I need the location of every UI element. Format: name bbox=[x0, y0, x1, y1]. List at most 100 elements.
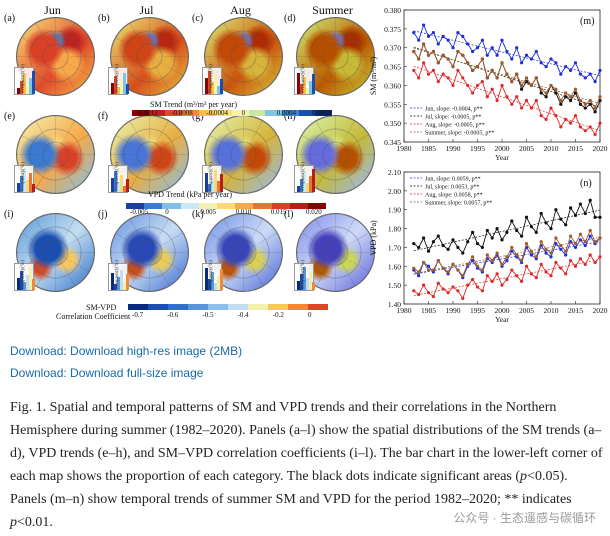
data-point bbox=[544, 117, 548, 121]
y-axis-label: VPD (kPa) bbox=[369, 220, 378, 256]
data-point bbox=[569, 95, 573, 99]
data-point bbox=[583, 243, 587, 248]
data-point bbox=[417, 245, 421, 250]
data-point bbox=[431, 68, 435, 72]
data-point bbox=[426, 249, 431, 253]
legend-color-swatch bbox=[165, 110, 183, 116]
data-point bbox=[544, 270, 548, 274]
frequency-bar bbox=[111, 83, 114, 94]
legend-color-swatch bbox=[216, 203, 236, 209]
legend-label: Summer, slope: -0.0005, p** bbox=[425, 131, 494, 137]
frequency-bar-chart: Frequency(%) bbox=[202, 64, 223, 95]
frequency-bar bbox=[32, 71, 35, 94]
x-tick-label: 2010 bbox=[544, 144, 559, 153]
data-point bbox=[436, 61, 440, 65]
frequency-bar-chart: Frequency(%) bbox=[108, 162, 129, 193]
frequency-bar bbox=[309, 81, 312, 94]
legend-tick-label: -0.7 bbox=[132, 311, 144, 319]
data-point bbox=[412, 68, 416, 72]
map-panel: (d) Frequency(%) bbox=[284, 13, 377, 99]
frequency-bar bbox=[211, 177, 214, 192]
chart-panel-letter: (n) bbox=[580, 178, 592, 189]
data-point bbox=[569, 234, 573, 238]
data-point bbox=[436, 234, 440, 238]
data-point bbox=[549, 57, 553, 61]
frequency-bar bbox=[111, 178, 114, 192]
data-point bbox=[471, 277, 475, 282]
data-point bbox=[559, 98, 563, 103]
data-point bbox=[431, 240, 435, 244]
data-point bbox=[480, 268, 484, 272]
data-point bbox=[510, 57, 514, 61]
x-tick-label: 2010 bbox=[544, 306, 559, 315]
data-point bbox=[578, 257, 582, 261]
frequency-bar bbox=[26, 85, 29, 94]
data-point bbox=[534, 276, 538, 280]
data-point bbox=[461, 274, 465, 278]
data-point bbox=[480, 245, 484, 250]
data-point bbox=[549, 251, 553, 255]
data-point bbox=[471, 68, 475, 72]
frequency-bar bbox=[117, 87, 120, 94]
x-tick-label: 1990 bbox=[446, 306, 461, 315]
data-point bbox=[593, 110, 597, 114]
map-panel: (h) Frequency(%) bbox=[284, 111, 377, 197]
download-fullsize-link[interactable]: Download: Download full-size image bbox=[10, 366, 204, 380]
data-point bbox=[510, 245, 514, 250]
data-point bbox=[505, 259, 509, 263]
caption-part-3: <0.01. bbox=[17, 515, 53, 530]
caption-p-2: p bbox=[10, 515, 17, 530]
data-point bbox=[495, 272, 499, 276]
frequency-bar bbox=[117, 277, 120, 290]
data-point bbox=[544, 91, 548, 95]
data-point bbox=[515, 72, 519, 76]
data-point bbox=[588, 198, 592, 202]
frequency-bar bbox=[297, 281, 300, 290]
data-point bbox=[539, 262, 543, 266]
frequency-bar bbox=[214, 170, 217, 192]
data-point bbox=[451, 238, 455, 242]
data-point bbox=[549, 255, 553, 259]
legend-tick-label: -0.0012 bbox=[136, 109, 158, 117]
corr-legend-colorbar bbox=[128, 304, 328, 310]
data-point bbox=[554, 114, 558, 118]
frequency-bar bbox=[20, 176, 23, 192]
data-point bbox=[573, 114, 578, 118]
data-point bbox=[588, 234, 592, 238]
map-panel: (b) Frequency(%) bbox=[98, 13, 191, 99]
y-axis-label: SM (m³/m³) bbox=[369, 56, 378, 95]
data-point bbox=[588, 253, 592, 257]
data-point bbox=[490, 46, 494, 50]
data-point bbox=[480, 80, 484, 84]
data-point bbox=[515, 46, 519, 50]
data-point bbox=[598, 95, 602, 99]
data-point bbox=[471, 259, 475, 263]
data-point bbox=[505, 72, 509, 76]
data-point bbox=[539, 91, 543, 95]
data-point bbox=[505, 49, 509, 54]
data-point bbox=[495, 251, 499, 255]
legend-color-swatch bbox=[288, 304, 308, 310]
data-point bbox=[598, 236, 602, 240]
data-point bbox=[549, 274, 553, 278]
polar-map bbox=[110, 115, 189, 194]
legend-color-swatch bbox=[198, 110, 216, 116]
map-panel-letter: (a) bbox=[4, 13, 16, 24]
x-tick-label: 1985 bbox=[421, 144, 436, 153]
x-tick-label: 2005 bbox=[519, 306, 534, 315]
frequency-bar bbox=[300, 84, 303, 94]
data-point bbox=[485, 274, 489, 278]
data-point bbox=[583, 102, 587, 106]
data-point bbox=[573, 61, 578, 65]
data-point bbox=[490, 236, 494, 240]
legend-tick-label: -0.0008 bbox=[171, 109, 193, 117]
x-axis-label: Year bbox=[495, 315, 509, 324]
frequency-bar bbox=[32, 279, 35, 290]
download-highres-link[interactable]: Download: Download high-res image (2MB) bbox=[10, 344, 243, 358]
data-point bbox=[461, 76, 465, 80]
frequency-bar bbox=[23, 282, 26, 290]
x-tick-label: 2000 bbox=[495, 144, 510, 153]
data-point bbox=[495, 76, 499, 80]
data-point bbox=[480, 38, 484, 42]
map-panel: (i) Frequency(%) bbox=[4, 209, 97, 295]
